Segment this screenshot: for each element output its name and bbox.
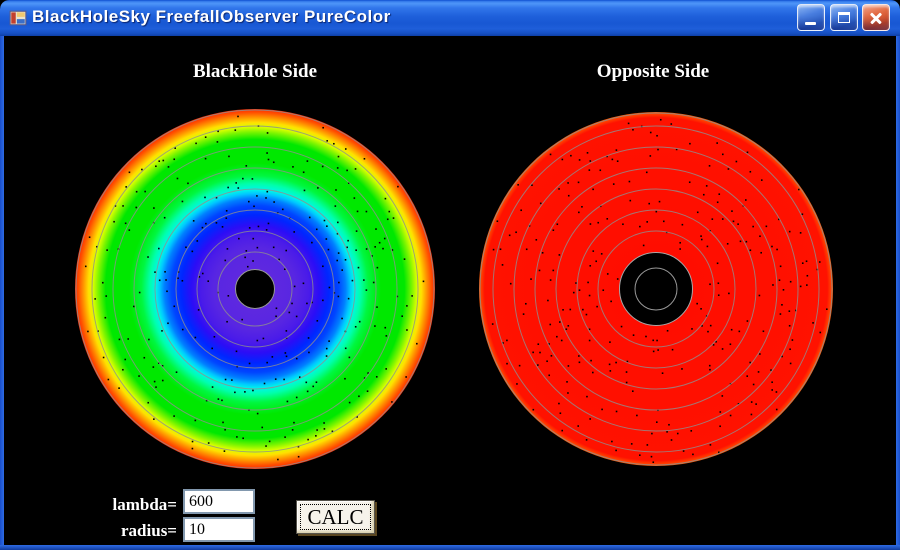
- right-panel-title: Opposite Side: [596, 61, 710, 82]
- window-border-left: [0, 36, 4, 550]
- close-button[interactable]: [862, 4, 890, 31]
- window-border-right: [896, 36, 900, 550]
- app-icon: [9, 10, 27, 26]
- calc-button[interactable]: CALC: [296, 500, 375, 534]
- radius-input[interactable]: [183, 517, 255, 542]
- radius-label: radius=: [121, 521, 177, 540]
- left-panel-title: BlackHole Side: [192, 61, 318, 82]
- maximize-icon: [838, 12, 850, 23]
- window-border-bottom: [0, 545, 900, 550]
- lambda-input[interactable]: [183, 489, 255, 514]
- minimize-icon: [805, 22, 816, 25]
- maximize-button[interactable]: [830, 4, 858, 31]
- lambda-label: lambda=: [112, 495, 177, 514]
- titlebar: BlackHoleSky FreefallObserver PureColor: [0, 0, 900, 36]
- minimize-button[interactable]: [797, 4, 825, 31]
- window-title: BlackHoleSky FreefallObserver PureColor: [32, 7, 391, 26]
